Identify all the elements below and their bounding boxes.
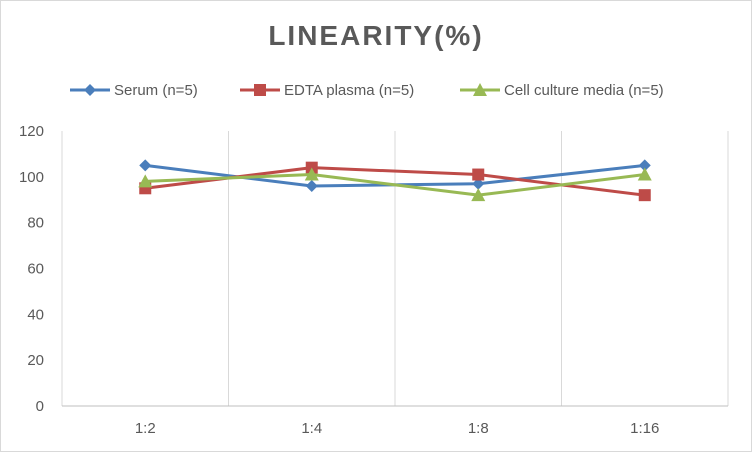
legend-marker-edta-plasma	[240, 84, 280, 96]
legend: Serum (n=5) EDTA plasma (n=5) Cell cultu…	[0, 79, 752, 101]
y-tick-label: 80	[27, 215, 44, 232]
legend-item-serum: Serum (n=5)	[70, 79, 198, 101]
y-tick-label: 40	[27, 306, 44, 323]
y-tick-label: 120	[19, 123, 44, 140]
legend-marker-serum	[70, 84, 110, 96]
legend-label-edta-plasma: EDTA plasma (n=5)	[284, 81, 415, 99]
legend-item-edta-plasma: EDTA plasma (n=5)	[240, 79, 414, 101]
x-tick-label: 1:4	[301, 420, 322, 437]
legend-marker-cell-culture-media	[460, 83, 500, 96]
y-tick-label: 20	[27, 352, 44, 369]
x-tick-label: 1:8	[468, 420, 489, 437]
data-point-serum	[305, 180, 318, 192]
legend-label-serum: Serum (n=5)	[114, 81, 198, 99]
series-line-2	[145, 173, 645, 197]
x-tick-label: 1:2	[135, 420, 156, 437]
y-tick-label: 60	[27, 261, 44, 278]
data-point-edta-plasma	[472, 168, 485, 181]
legend-label-cell-culture-media: Cell culture media (n=5)	[504, 81, 664, 99]
data-point-cell-culture-media	[471, 188, 486, 202]
data-point-cell-culture-media	[637, 167, 652, 181]
data-point-serum	[472, 177, 485, 190]
y-tick-label: 0	[36, 398, 44, 415]
chart-title: LINEARITY(%)	[268, 20, 484, 51]
data-point-serum	[638, 159, 651, 172]
data-point-serum	[139, 159, 152, 172]
x-tick-label: 1:16	[630, 420, 659, 437]
data-point-cell-culture-media	[304, 167, 319, 181]
data-point-edta-plasma	[638, 189, 651, 202]
legend-item-cell-culture-media: Cell culture media (n=5)	[460, 79, 664, 101]
data-point-cell-culture-media	[138, 174, 153, 188]
y-tick-label: 100	[19, 169, 44, 186]
